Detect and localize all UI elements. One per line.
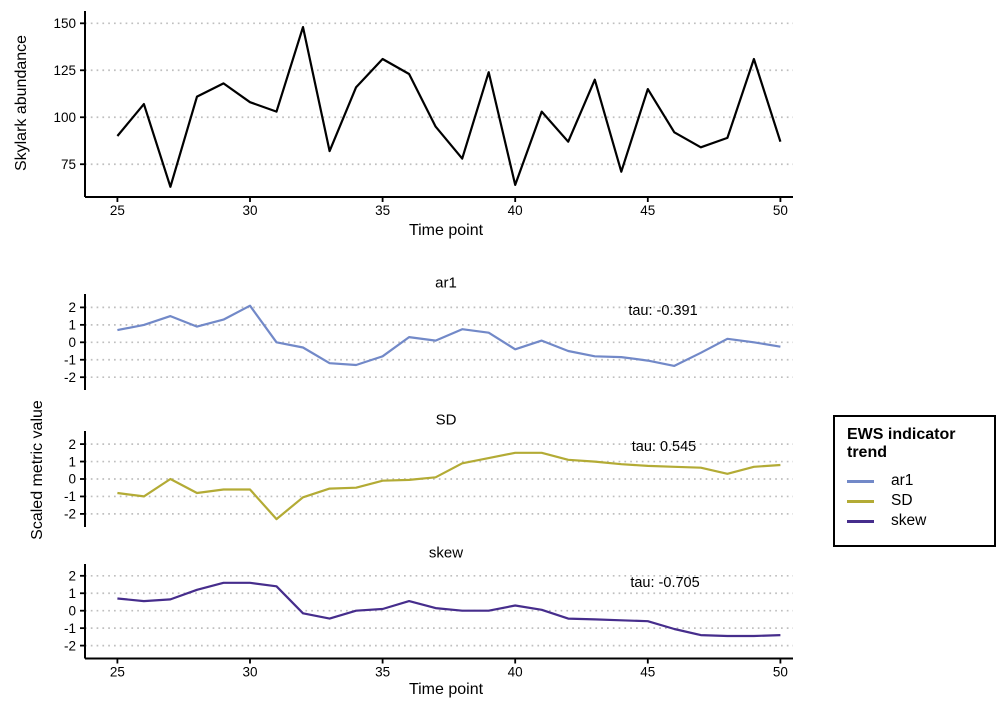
x-tick-label: 40 [508, 665, 523, 680]
y-tick-label: 0 [68, 335, 76, 350]
x-tick-label: 40 [508, 203, 523, 218]
legend-items: ar1 SD skew [847, 471, 988, 531]
legend-swatch-sd [847, 499, 874, 503]
legend-box: EWS indicator trend ar1 SD skew [833, 415, 996, 547]
legend-title: EWS indicator trend [847, 426, 988, 462]
y-tick-label: -1 [64, 352, 76, 367]
y-tick-label: 150 [53, 16, 76, 31]
facet-x-axis-title: Time point [408, 681, 484, 698]
legend-label-ar1: ar1 [891, 472, 914, 489]
legend-item-sd: SD [847, 491, 988, 511]
x-tick-label: 45 [640, 203, 655, 218]
top-x-axis-title: Time point [408, 222, 484, 239]
y-tick-label: 2 [68, 437, 76, 452]
y-tick-label: 1 [68, 454, 76, 469]
legend-item-ar1: ar1 [847, 471, 988, 491]
x-tick-label: 50 [773, 203, 788, 218]
facet-strip-sd: SD [435, 411, 457, 429]
y-tick-label: 125 [53, 63, 76, 78]
y-tick-label: 1 [68, 586, 76, 601]
legend-swatch-skew [847, 519, 874, 523]
y-tick-label: -1 [64, 489, 76, 504]
legend-title-line1: EWS indicator [847, 426, 956, 443]
y-tick-label: -2 [64, 370, 76, 385]
legend-item-skew: skew [847, 511, 988, 531]
y-tick-label: 75 [61, 157, 76, 172]
y-tick-label: -2 [64, 638, 76, 653]
abundance-series [116, 26, 782, 188]
x-tick-label: 30 [242, 665, 257, 680]
y-tick-label: 1 [68, 318, 76, 333]
facet-y-axis-title: Scaled metric value [29, 400, 46, 540]
legend-title-line2: trend [847, 444, 887, 461]
x-tick-label: 35 [375, 203, 390, 218]
x-tick-label: 30 [242, 203, 257, 218]
facet-strip-skew: skew [428, 544, 464, 562]
y-tick-label: 0 [68, 603, 76, 618]
facet-strip-ar1: ar1 [435, 274, 457, 292]
y-tick-label: 2 [68, 569, 76, 584]
ar1-series [117, 304, 781, 367]
top-y-axis-title: Skylark abundance [13, 34, 30, 172]
y-tick-label: 2 [68, 300, 76, 315]
legend-label-skew: skew [891, 512, 927, 529]
legend-swatch-ar1 [847, 479, 874, 483]
y-tick-label: 100 [53, 110, 76, 125]
tau-annotation-ar1: tau: -0.391 [628, 303, 698, 319]
x-tick-label: 25 [110, 665, 125, 680]
tau-annotation-skew: tau: -0.705 [630, 575, 700, 591]
x-tick-label: 25 [110, 203, 125, 218]
x-tick-label: 35 [375, 665, 390, 680]
tau-annotation-sd: tau: 0.545 [631, 439, 697, 455]
y-tick-label: 0 [68, 472, 76, 487]
y-tick-label: -1 [64, 621, 76, 636]
legend-label-sd: SD [891, 492, 913, 509]
x-tick-label: 50 [773, 665, 788, 680]
x-tick-label: 45 [640, 665, 655, 680]
y-tick-label: -2 [64, 507, 76, 522]
SD-series [117, 451, 781, 521]
skew-series [117, 581, 781, 638]
